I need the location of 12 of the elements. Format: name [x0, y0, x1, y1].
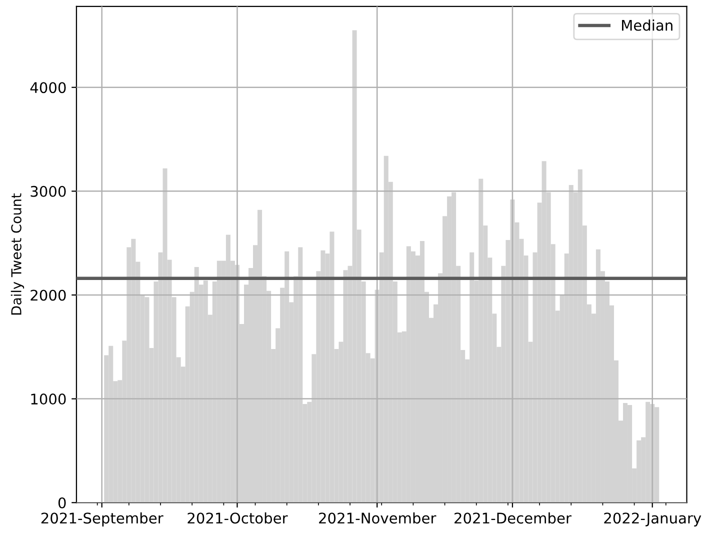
x-tick-label: 2021-November — [319, 512, 436, 524]
x-tick-label: 2021-December — [454, 512, 572, 524]
y-tick-label: 3000 — [30, 186, 66, 197]
y-tick-label: 1000 — [31, 394, 66, 405]
x-tick-label: 2022-January — [604, 512, 702, 526]
x-tick-label: 2021-October — [188, 512, 288, 524]
y-tick-label: 2000 — [30, 290, 66, 301]
x-tick-label: 2021-September — [41, 512, 164, 526]
y-axis-title: Daily Tweet Count — [10, 193, 24, 315]
y-tick-label: 0 — [58, 497, 66, 508]
y-tick-label: 4000 — [30, 82, 66, 94]
legend-label: Median — [622, 20, 672, 31]
